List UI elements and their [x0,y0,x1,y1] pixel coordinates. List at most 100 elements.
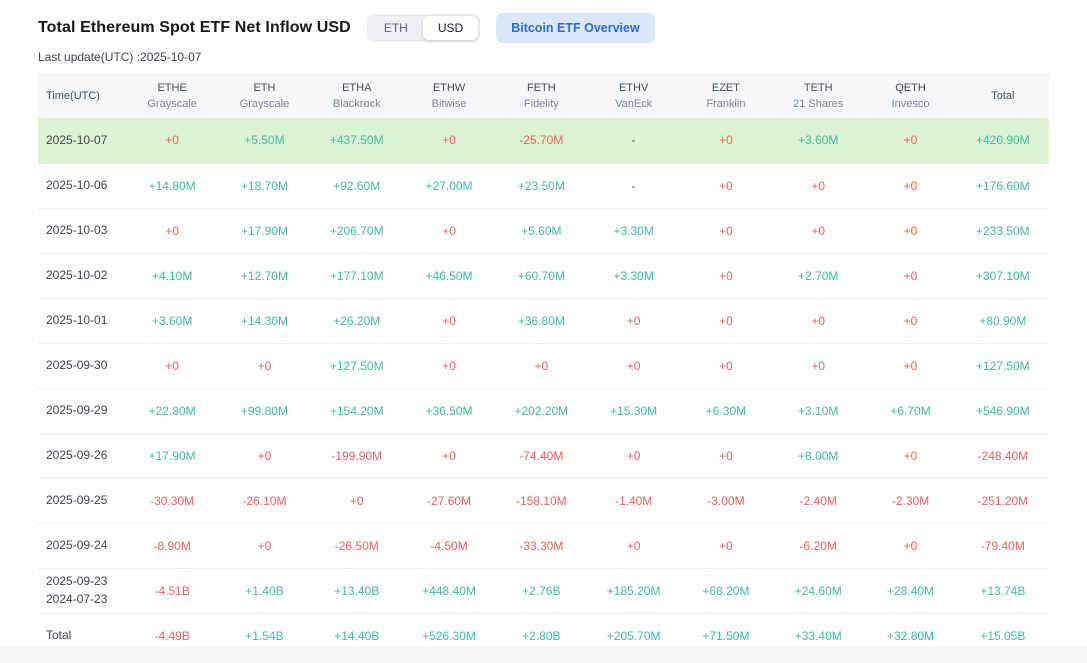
value-cell: - [587,118,680,164]
value-cell: +0 [495,343,588,389]
value-cell: +0 [402,208,496,254]
value-cell: +0 [772,298,865,344]
value-cell: +28.40M [864,568,957,614]
table-row: 2025-09-25 -30.30M -26.10M +0 -27.60M -158.10… [38,478,1049,524]
value-cell: +3.60M [126,298,219,344]
value-cell: -79.40M [956,523,1049,569]
column-header: ETHW Bitwise [431,81,467,110]
value-cell: +26.20M [310,298,403,344]
value-cell: +0 [864,253,957,299]
value-cell: +0 [772,208,865,254]
value-cell: +99.80M [218,388,311,434]
table-row: 2025-10-03 +0 +17.90M +206.70M +0 +5.60M +3.30… [38,208,1049,254]
value-cell: +14.80M [126,163,219,209]
date-cell: 2025-09-30 [38,343,126,389]
value-cell: +24.60M [772,568,865,614]
value-cell: +0 [679,253,773,299]
column-header: QETH Invesco [891,81,930,110]
value-cell: +3.30M [587,208,680,254]
value-cell: +185.20M [587,568,680,614]
table-row: 2025-10-02 +4.10M +12.70M +177.10M +46.50M +6… [38,253,1049,299]
value-cell: +12.70M [218,253,311,299]
value-cell: -199.90M [310,433,403,479]
value-cell: -158.10M [495,478,588,524]
value-cell: +0 [679,118,773,164]
value-cell: +0 [679,298,773,344]
value-cell: +13.40B [310,568,403,614]
value-cell: +307.10M [956,253,1049,299]
value-cell: +0 [679,208,773,254]
value-cell: +92.60M [310,163,403,209]
bitcoin-etf-overview-button[interactable]: Bitcoin ETF Overview [496,13,655,43]
value-cell: -4.51B [126,568,219,614]
value-cell: +0 [587,433,680,479]
value-cell: +5.50M [218,118,311,164]
value-cell: +46.50M [402,253,496,299]
value-cell: -74.40M [495,433,588,479]
value-cell: +0 [679,163,773,209]
date-cell: 2025-09-26 [38,433,126,479]
value-cell: +420.90M [956,118,1049,164]
value-cell: +3.30M [587,253,680,299]
toggle-eth-button[interactable]: ETH [369,16,423,40]
table-row: 2025-09-23 2024-07-23 -4.51B +1.40B +13.40B +… [38,568,1049,614]
column-header: ETHA Blackrock [332,81,381,110]
value-cell: +0 [864,298,957,344]
value-cell: +13.74B [956,568,1049,614]
value-cell: - [587,163,680,209]
date-cell: 2025-09-24 [38,523,126,569]
value-cell: +0 [772,343,865,389]
column-header: FETH Fidelity [523,81,559,110]
value-cell: +0 [679,343,773,389]
value-cell: +0 [864,433,957,479]
value-cell: +0 [126,118,219,164]
value-cell: +176.60M [956,163,1049,209]
value-cell: +0 [772,163,865,209]
value-cell: +127.50M [956,343,1049,389]
value-cell: +8.00M [772,433,865,479]
table-row: 2025-10-01 +3.60M +14.30M +26.20M +0 +36.80M +… [38,298,1049,344]
value-cell: -248.40M [956,433,1049,479]
etf-net-inflow-table: Time(UTC) ETHE Grayscale ETH Grayscale ETHA Bl… [38,73,1049,659]
value-cell: +3.60M [772,118,865,164]
value-cell: -27.60M [402,478,496,524]
value-cell: +22.80M [126,388,219,434]
column-header: TETH 21 Shares [793,81,844,110]
toggle-usd-button[interactable]: USD [422,15,479,41]
value-cell: +0 [310,478,403,524]
table-row: 2025-10-06 +14.80M +18.70M +92.60M +27.00M +2… [38,163,1049,209]
value-cell: +6.30M [679,388,773,434]
value-cell: +15.30M [587,388,680,434]
value-cell: +23.50M [495,163,588,209]
value-cell: +127.50M [310,343,403,389]
value-cell: -3.00M [679,478,773,524]
value-cell: +17.90M [126,433,219,479]
column-header: Time(UTC) [46,89,100,102]
value-cell: +0 [864,118,957,164]
value-cell: +36.50M [402,388,496,434]
value-cell: +0 [402,343,496,389]
table-row: 2025-09-26 +17.90M +0 -199.90M +0 -74.40M +0 +0… [38,433,1049,479]
value-cell: +0 [402,433,496,479]
value-cell: +0 [679,433,773,479]
column-header: ETH Grayscale [239,81,290,110]
date-cell: 2025-09-29 [38,388,126,434]
value-cell: +0 [218,433,311,479]
value-cell: +0 [679,523,773,569]
table-row: 2025-09-24 -8.90M +0 -26.50M -4.50M -33.30M +0… [38,523,1049,569]
value-cell: +206.70M [310,208,403,254]
table-row: 2025-09-30 +0 +0 +127.50M +0 +0 +0 +0 +0 +0 +127.5… [38,343,1049,389]
value-cell: +2.76B [495,568,588,614]
value-cell: +233.50M [956,208,1049,254]
value-cell: +3.10M [772,388,865,434]
value-cell: +154.20M [310,388,403,434]
value-cell: +18.70M [218,163,311,209]
value-cell: -2.30M [864,478,957,524]
value-cell: +0 [587,298,680,344]
table-row: 2025-10-07 +0 +5.50M +437.50M +0 -25.70M - +0 +3… [38,118,1049,164]
table-header: Time(UTC) ETHE Grayscale ETH Grayscale ETHA Bl… [38,73,1049,118]
value-cell: +546.90M [956,388,1049,434]
page-title: Total Ethereum Spot ETF Net Inflow USD [38,19,351,36]
date-cell: 2025-09-25 [38,478,126,524]
